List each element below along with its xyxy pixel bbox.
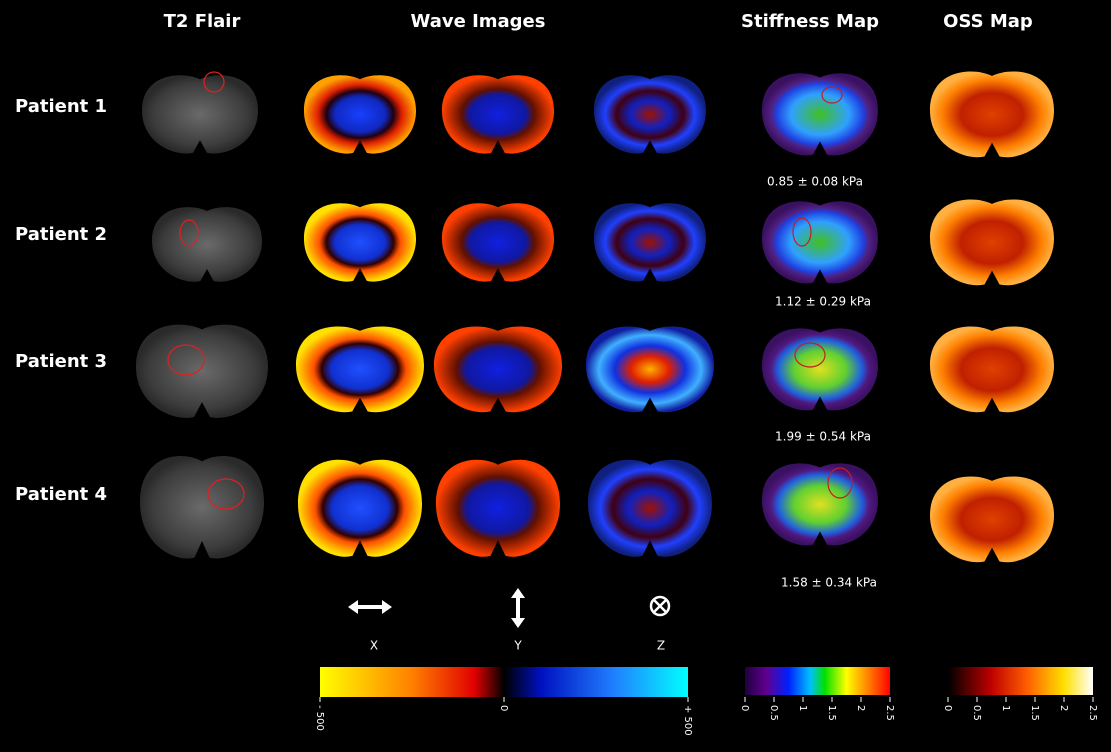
- direction-icons: [348, 588, 671, 628]
- column-header: Wave Images: [411, 11, 546, 32]
- roi-outline: [794, 342, 826, 368]
- colorbar-tick-label: - 500: [314, 705, 325, 731]
- colorbar-tick-label: 2: [855, 705, 866, 711]
- t2-flair-image: [152, 207, 262, 282]
- wave-colorbar: [320, 667, 688, 697]
- oss-colorbar: [948, 667, 1093, 695]
- stiffness-value: 0.85 ± 0.08 kPa: [767, 175, 863, 189]
- oss-map: [930, 476, 1054, 563]
- wave-image-x: [296, 326, 424, 413]
- column-header: Stiffness Map: [741, 11, 879, 32]
- roi-outline: [207, 478, 245, 510]
- wave-image-z: [594, 75, 706, 154]
- wave-image-y: [442, 203, 554, 282]
- stiffness-value: 1.12 ± 0.29 kPa: [775, 295, 871, 309]
- roi-outline: [821, 86, 843, 104]
- colorbar-tick-label: 2.5: [884, 705, 895, 721]
- patient-label: Patient 3: [15, 351, 107, 372]
- stiffness-map: [762, 463, 878, 546]
- patient-label: Patient 2: [15, 224, 107, 245]
- oss-map: [930, 326, 1054, 413]
- stiffness-value: 1.58 ± 0.34 kPa: [781, 576, 877, 590]
- colorbar-tick-label: 0.5: [768, 705, 779, 721]
- stiffness-value: 1.99 ± 0.54 kPa: [775, 430, 871, 444]
- stiffness-map: [762, 201, 878, 284]
- colorbar-tick-label: 1: [797, 705, 808, 711]
- colorbar-tick-label: 0: [942, 705, 953, 711]
- roi-outline: [827, 467, 853, 499]
- stiffness-map: [762, 328, 878, 411]
- wave-image-z: [586, 326, 714, 413]
- t2-flair-image: [142, 75, 258, 154]
- t2-flair-image: [136, 324, 268, 418]
- patient-label: Patient 1: [15, 96, 107, 117]
- wave-image-x: [304, 203, 416, 282]
- wave-image-y: [442, 75, 554, 154]
- colorbar-tick-label: 0: [498, 705, 509, 711]
- wave-image-x: [298, 459, 422, 557]
- oss-map: [930, 199, 1054, 286]
- wave-image-y: [434, 326, 562, 413]
- colorbar-tick-label: 0.5: [971, 705, 982, 721]
- colorbar-tick-label: 0: [739, 705, 750, 711]
- column-header: T2 Flair: [164, 11, 241, 32]
- t2-flair-image: [140, 455, 264, 559]
- column-header: OSS Map: [943, 11, 1033, 32]
- stiffness-map: [762, 73, 878, 156]
- wave-image-z: [594, 203, 706, 282]
- colorbar-tick-label: 1: [1000, 705, 1011, 711]
- direction-label: Y: [513, 639, 522, 653]
- wave-image-x: [304, 75, 416, 154]
- wave-image-y: [436, 459, 560, 557]
- patient-label: Patient 4: [15, 484, 107, 505]
- colorbar-tick-label: 2.5: [1087, 705, 1098, 721]
- oss-map: [930, 71, 1054, 158]
- roi-outline: [792, 217, 812, 247]
- colorbar-tick-label: 1.5: [826, 705, 837, 721]
- roi-outline: [179, 219, 199, 247]
- direction-label: X: [370, 639, 378, 653]
- roi-outline: [203, 71, 225, 93]
- roi-outline: [167, 344, 205, 376]
- colorbar-tick-label: 2: [1058, 705, 1069, 711]
- colorbar-tick-label: + 500: [682, 705, 693, 736]
- wave-image-z: [588, 459, 712, 557]
- direction-label: Z: [657, 639, 665, 653]
- colorbar-tick-label: 1.5: [1029, 705, 1040, 721]
- stiffness-colorbar: [745, 667, 890, 695]
